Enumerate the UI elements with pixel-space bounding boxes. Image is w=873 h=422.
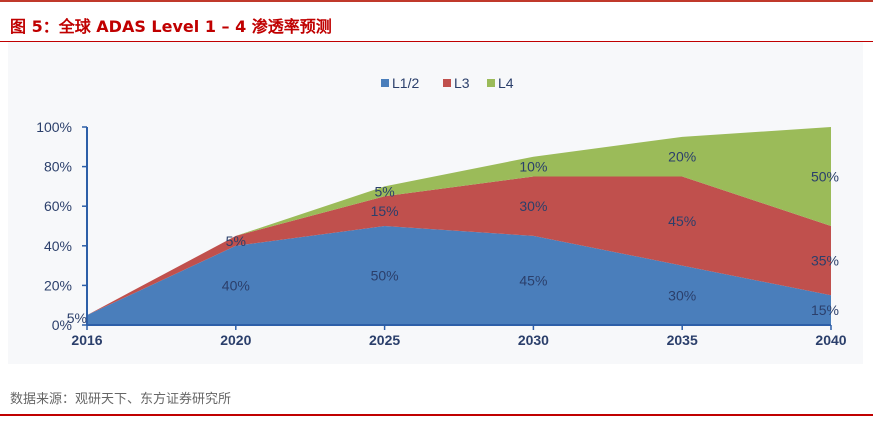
data-label-l3: 15% <box>371 203 399 219</box>
x-tick-label: 2030 <box>518 332 549 348</box>
data-label-l3: 5% <box>226 233 246 249</box>
area-l4 <box>87 127 831 316</box>
data-label-l4: 50% <box>811 169 839 185</box>
figure-title-text: 全球 ADAS Level 1 – 4 渗透率预测 <box>58 17 332 36</box>
data-label-l4: 5% <box>374 183 394 199</box>
legend-swatch-l3 <box>443 79 451 87</box>
chart-container: 0% 20% 40% 60% 80% 100% 2016 2020 2025 2030 2035 20… <box>0 42 873 372</box>
data-label-l4: 10% <box>519 159 547 175</box>
data-label-l3: 35% <box>811 253 839 269</box>
figure-title: 图 5：全球 ADAS Level 1 – 4 渗透率预测 <box>10 13 332 37</box>
legend: L1/2 L3 L4 <box>381 75 514 91</box>
legend-label-l4: L4 <box>498 75 514 91</box>
source-note: 数据来源：观研天下、东方证券研究所 <box>10 392 232 407</box>
data-label-l1-2: 30% <box>668 287 696 303</box>
y-tick-label: 20% <box>44 277 72 293</box>
area-l1-2 <box>87 226 831 325</box>
area-l3 <box>87 176 831 316</box>
axes-layer: 0% 20% 40% 60% 80% 100% 2016 2020 2025 2030 2035 20… <box>36 119 847 348</box>
data-label-layer: 5% 40% 50% 45% 30% 15% 5% 15% 30% 45% 35% 5% 10% 20% 5… <box>67 149 839 326</box>
data-label-l1-2: 5% <box>67 310 87 326</box>
data-label-l1-2: 15% <box>811 302 839 318</box>
stacked-area-chart: 0% 20% 40% 60% 80% 100% 2016 2020 2025 2030 2035 20… <box>8 42 863 364</box>
x-tick-label: 2025 <box>369 332 400 348</box>
top-rule <box>0 0 873 2</box>
y-tick-label: 40% <box>44 238 72 254</box>
x-tick-label: 2035 <box>667 332 698 348</box>
data-label-l1-2: 50% <box>371 268 399 284</box>
y-tick-label: 100% <box>36 119 72 135</box>
legend-label-l3: L3 <box>454 75 470 91</box>
y-tick-label: 0% <box>52 317 72 333</box>
data-label-l3: 45% <box>668 213 696 229</box>
legend-swatch-l4 <box>487 79 495 87</box>
x-tick-label: 2016 <box>71 332 102 348</box>
legend-label-l1-2: L1/2 <box>392 75 419 91</box>
data-label-l4: 20% <box>668 149 696 165</box>
x-tick-label: 2020 <box>220 332 251 348</box>
bottom-rule <box>0 414 873 416</box>
y-tick-label: 60% <box>44 198 72 214</box>
data-label-l3: 30% <box>519 198 547 214</box>
data-label-l1-2: 45% <box>519 272 547 288</box>
data-label-l1-2: 40% <box>222 277 250 293</box>
area-layer <box>87 127 831 325</box>
legend-swatch-l1-2 <box>381 79 389 87</box>
x-tick-label: 2040 <box>815 332 846 348</box>
y-tick-label: 80% <box>44 159 72 175</box>
title-rule <box>0 41 873 42</box>
figure-number: 图 5： <box>10 17 59 36</box>
